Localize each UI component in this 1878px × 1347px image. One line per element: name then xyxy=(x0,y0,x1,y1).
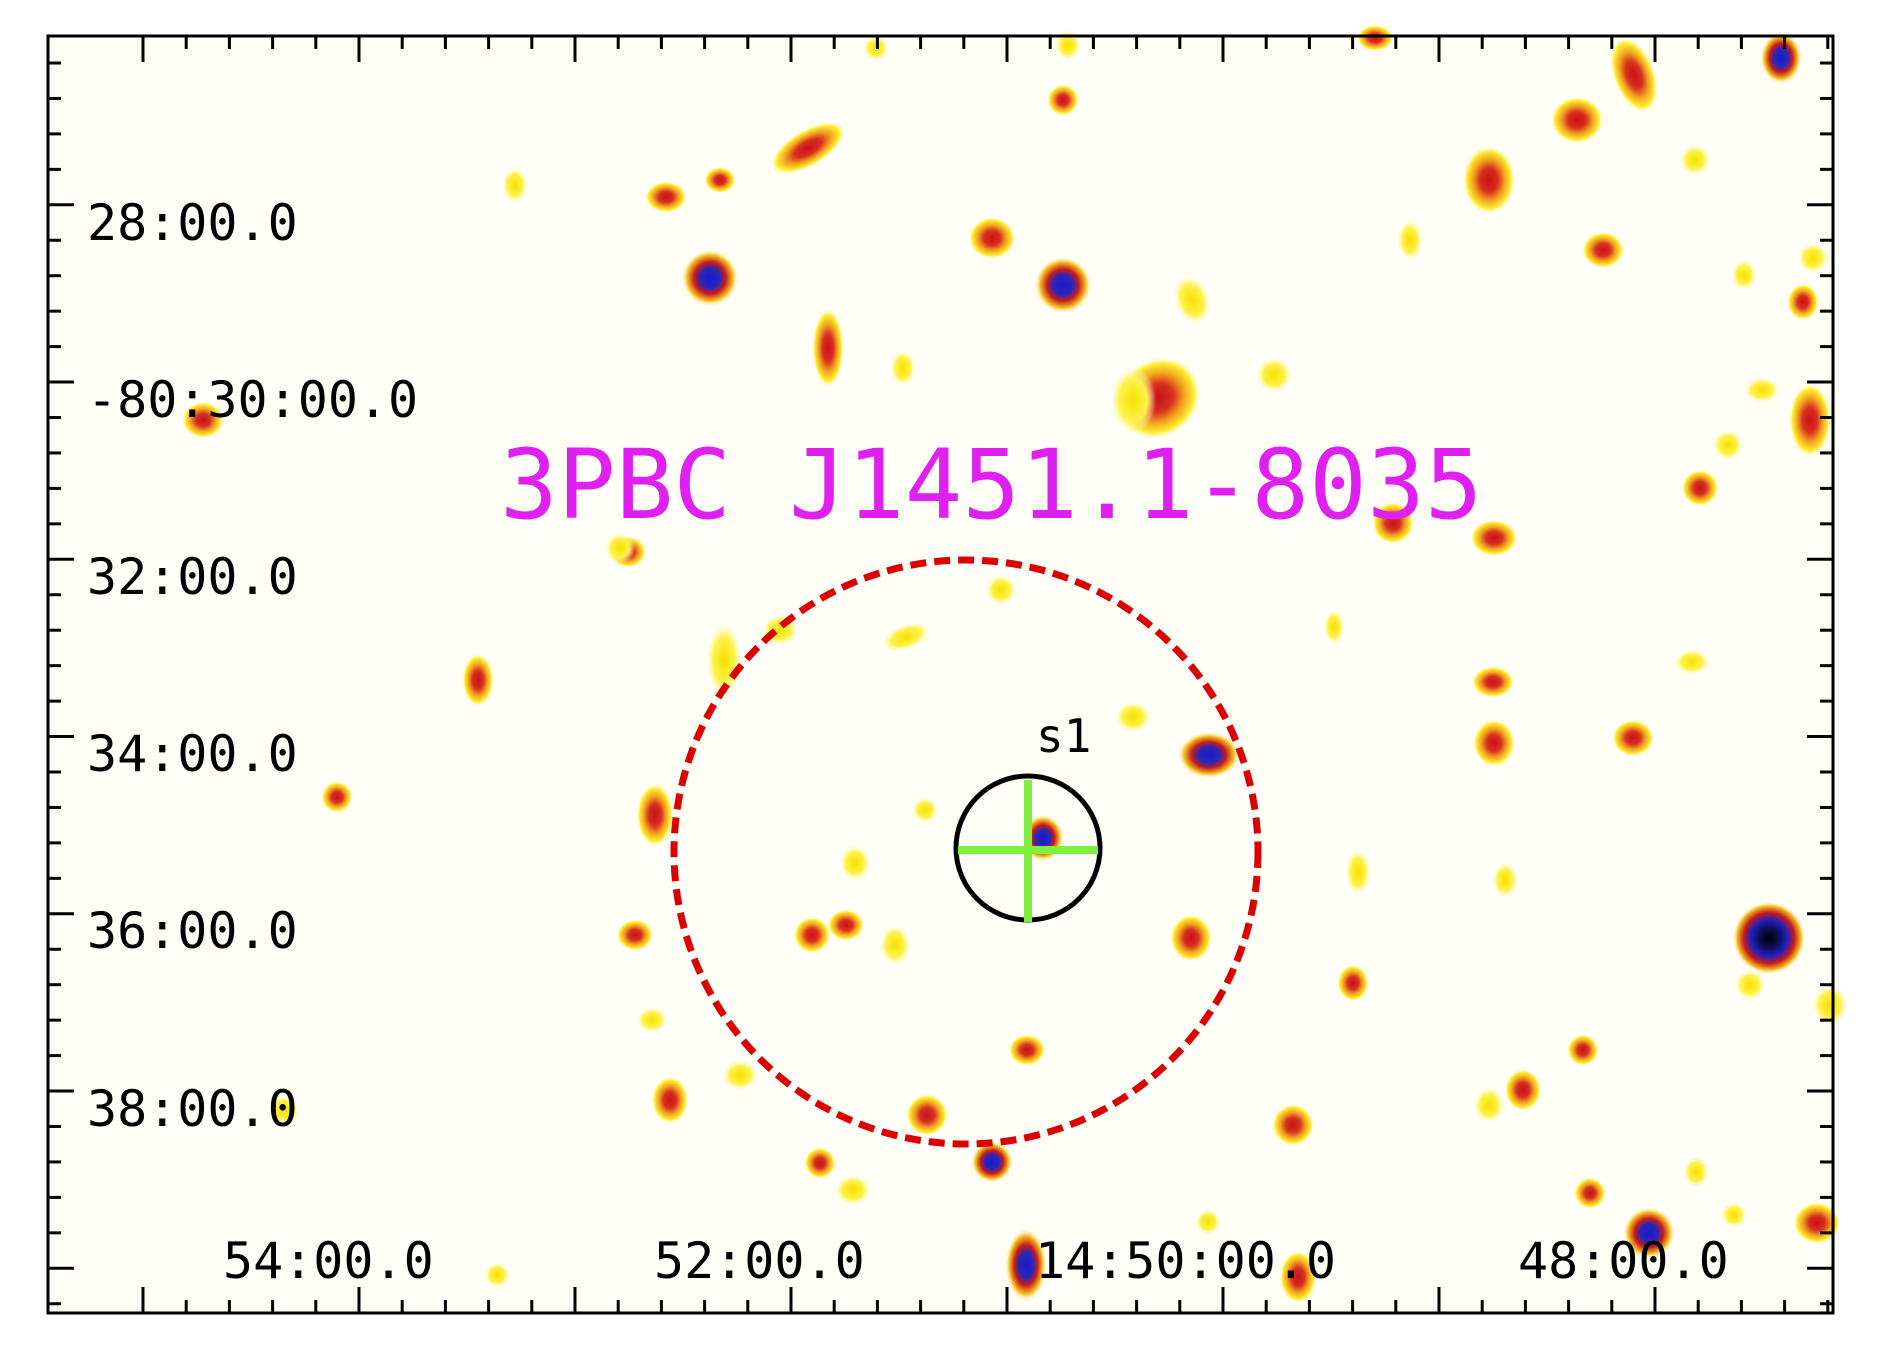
faint-source xyxy=(1473,1086,1505,1124)
very-bright-source xyxy=(1732,901,1806,975)
bright-source xyxy=(812,309,844,387)
dec-tick-label: 34:00.0 xyxy=(87,725,298,783)
faint-source xyxy=(721,1059,759,1091)
faint-source xyxy=(1172,274,1212,326)
faint-source xyxy=(1492,861,1518,899)
faint-source xyxy=(636,1007,668,1033)
faint-source xyxy=(1323,608,1345,646)
bright-source xyxy=(1008,1034,1046,1066)
sky-sources xyxy=(182,25,1849,1303)
very-bright-source xyxy=(1623,1207,1675,1259)
faint-source xyxy=(881,621,931,653)
faint-source xyxy=(1397,219,1423,261)
faint-source xyxy=(985,574,1017,606)
bright-source xyxy=(1372,502,1414,544)
bright-source xyxy=(1582,231,1624,269)
bright-source xyxy=(793,916,831,954)
bright-source xyxy=(1567,1034,1599,1066)
bright-source xyxy=(1610,37,1658,113)
bright-source xyxy=(1272,1104,1314,1146)
bright-source xyxy=(906,1094,948,1136)
faint-source xyxy=(1109,366,1157,434)
very-bright-source xyxy=(1005,1228,1047,1302)
faint-source xyxy=(502,166,528,204)
faint-source xyxy=(834,1174,872,1206)
faint-source xyxy=(705,621,743,699)
faint-source xyxy=(1255,356,1293,394)
bright-source xyxy=(1279,1251,1317,1303)
faint-source xyxy=(890,349,916,387)
dec-tick-label: 38:00.0 xyxy=(87,1080,298,1138)
bright-source xyxy=(321,781,353,813)
faint-source xyxy=(1743,377,1781,403)
faint-source xyxy=(1683,1156,1709,1188)
bright-source xyxy=(182,401,224,439)
error-ellipse xyxy=(670,556,1262,1148)
bright-source xyxy=(462,654,494,706)
bright-source xyxy=(645,181,687,213)
faint-source xyxy=(879,924,911,966)
bright-source xyxy=(1470,519,1518,557)
very-bright-source xyxy=(681,249,739,307)
axis-ticks xyxy=(48,36,1833,1313)
bright-source xyxy=(1047,84,1079,116)
faint-source xyxy=(1679,144,1711,176)
faint-source xyxy=(1055,29,1081,61)
faint-source xyxy=(839,844,871,882)
faint-source xyxy=(1797,242,1829,274)
bright-source xyxy=(1787,283,1819,321)
bright-source xyxy=(1551,96,1603,144)
faint-source xyxy=(912,797,938,823)
faint-source xyxy=(1731,259,1757,291)
faint-source xyxy=(1734,969,1766,1001)
faint-source xyxy=(1673,649,1711,675)
bright-source xyxy=(704,167,736,193)
bright-source xyxy=(636,783,674,847)
image-title: 3PBC J1451.1-8035 xyxy=(500,429,1483,541)
bright-source xyxy=(1789,383,1831,457)
ra-tick-label: 54:00.0 xyxy=(223,1232,434,1290)
dec-tick-label: 36:00.0 xyxy=(87,902,298,960)
source-label: s1 xyxy=(1036,709,1091,763)
bright-source xyxy=(827,909,865,941)
bright-source xyxy=(616,919,654,951)
bright-source xyxy=(770,121,846,175)
bright-source xyxy=(1337,964,1369,1002)
bright-source xyxy=(1504,1069,1542,1111)
bright-source xyxy=(1463,146,1515,214)
image-frame-border xyxy=(46,34,1835,1315)
bright-source xyxy=(804,1147,836,1179)
faint-source xyxy=(604,532,636,564)
bright-source xyxy=(968,217,1016,259)
faint-source xyxy=(1114,701,1152,733)
bright-source xyxy=(1472,666,1514,698)
very-bright-source xyxy=(1177,731,1241,779)
bright-source xyxy=(1170,914,1212,962)
bright-source xyxy=(1681,469,1719,507)
dec-tick-label: 28:00.0 xyxy=(87,194,298,252)
faint-source xyxy=(484,1262,510,1288)
dec-tick-label: -80:30:00.0 xyxy=(87,371,418,429)
bright-source xyxy=(1356,25,1394,51)
ra-tick-label: 48:00.0 xyxy=(1518,1232,1729,1290)
faint-source xyxy=(1811,984,1849,1026)
bright-source xyxy=(1473,719,1515,767)
faint-source xyxy=(1195,1209,1221,1235)
ra-tick-label: 52:00.0 xyxy=(654,1232,865,1290)
ra-tick-label: 14:50:00.0 xyxy=(1035,1232,1336,1290)
very-bright-source xyxy=(971,1141,1013,1183)
very-bright-source xyxy=(1034,256,1092,314)
bright-source xyxy=(1612,719,1654,757)
bright-source xyxy=(1574,1177,1606,1209)
faint-source xyxy=(1712,429,1744,461)
dec-tick-label: 32:00.0 xyxy=(87,548,298,606)
faint-source xyxy=(268,1094,300,1126)
bright-source xyxy=(651,1076,689,1124)
faint-source xyxy=(1345,848,1371,896)
very-bright-source xyxy=(1760,32,1802,84)
faint-source xyxy=(1721,1202,1747,1228)
